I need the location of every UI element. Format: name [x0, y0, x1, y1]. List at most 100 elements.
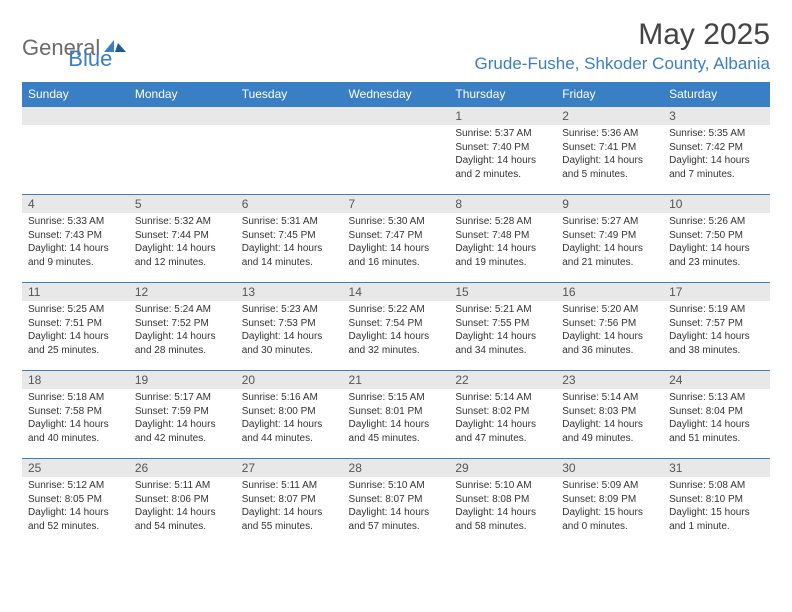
- day-number: 17: [663, 283, 770, 301]
- calendar-cell: 15Sunrise: 5:21 AMSunset: 7:55 PMDayligh…: [449, 283, 556, 371]
- calendar-cell: 1Sunrise: 5:37 AMSunset: 7:40 PMDaylight…: [449, 107, 556, 195]
- calendar-cell: [343, 107, 450, 195]
- weekday-header: Wednesday: [343, 82, 450, 107]
- calendar-cell: 28Sunrise: 5:10 AMSunset: 8:07 PMDayligh…: [343, 459, 450, 547]
- day-details: Sunrise: 5:23 AMSunset: 7:53 PMDaylight:…: [236, 301, 343, 361]
- day-details: Sunrise: 5:14 AMSunset: 8:03 PMDaylight:…: [556, 389, 663, 449]
- day-details: Sunrise: 5:32 AMSunset: 7:44 PMDaylight:…: [129, 213, 236, 273]
- day-details: Sunrise: 5:30 AMSunset: 7:47 PMDaylight:…: [343, 213, 450, 273]
- day-number: 28: [343, 459, 450, 477]
- calendar-table: SundayMondayTuesdayWednesdayThursdayFrid…: [22, 82, 770, 547]
- day-number: 24: [663, 371, 770, 389]
- calendar-cell: [236, 107, 343, 195]
- weekday-header: Friday: [556, 82, 663, 107]
- calendar-cell: 18Sunrise: 5:18 AMSunset: 7:58 PMDayligh…: [22, 371, 129, 459]
- day-details: Sunrise: 5:25 AMSunset: 7:51 PMDaylight:…: [22, 301, 129, 361]
- logo: General Blue: [22, 18, 112, 72]
- calendar-row: 25Sunrise: 5:12 AMSunset: 8:05 PMDayligh…: [22, 459, 770, 547]
- calendar-cell: 11Sunrise: 5:25 AMSunset: 7:51 PMDayligh…: [22, 283, 129, 371]
- day-number: 18: [22, 371, 129, 389]
- day-number: 1: [449, 107, 556, 125]
- calendar-cell: 10Sunrise: 5:26 AMSunset: 7:50 PMDayligh…: [663, 195, 770, 283]
- calendar-cell: [129, 107, 236, 195]
- calendar-cell: 13Sunrise: 5:23 AMSunset: 7:53 PMDayligh…: [236, 283, 343, 371]
- day-details: Sunrise: 5:35 AMSunset: 7:42 PMDaylight:…: [663, 125, 770, 185]
- day-details: Sunrise: 5:36 AMSunset: 7:41 PMDaylight:…: [556, 125, 663, 185]
- day-number: 19: [129, 371, 236, 389]
- calendar-row: 18Sunrise: 5:18 AMSunset: 7:58 PMDayligh…: [22, 371, 770, 459]
- day-details: Sunrise: 5:19 AMSunset: 7:57 PMDaylight:…: [663, 301, 770, 361]
- day-details: Sunrise: 5:17 AMSunset: 7:59 PMDaylight:…: [129, 389, 236, 449]
- day-number: 29: [449, 459, 556, 477]
- day-number: 15: [449, 283, 556, 301]
- weekday-header: Monday: [129, 82, 236, 107]
- day-number-empty: [236, 107, 343, 125]
- day-details: Sunrise: 5:27 AMSunset: 7:49 PMDaylight:…: [556, 213, 663, 273]
- calendar-cell: 9Sunrise: 5:27 AMSunset: 7:49 PMDaylight…: [556, 195, 663, 283]
- day-number: 7: [343, 195, 450, 213]
- calendar-cell: 19Sunrise: 5:17 AMSunset: 7:59 PMDayligh…: [129, 371, 236, 459]
- calendar-row: 1Sunrise: 5:37 AMSunset: 7:40 PMDaylight…: [22, 107, 770, 195]
- day-details: Sunrise: 5:08 AMSunset: 8:10 PMDaylight:…: [663, 477, 770, 537]
- day-details: Sunrise: 5:21 AMSunset: 7:55 PMDaylight:…: [449, 301, 556, 361]
- calendar-cell: 24Sunrise: 5:13 AMSunset: 8:04 PMDayligh…: [663, 371, 770, 459]
- day-number: 4: [22, 195, 129, 213]
- calendar-cell: 20Sunrise: 5:16 AMSunset: 8:00 PMDayligh…: [236, 371, 343, 459]
- day-number: 3: [663, 107, 770, 125]
- day-number: 31: [663, 459, 770, 477]
- day-details: Sunrise: 5:22 AMSunset: 7:54 PMDaylight:…: [343, 301, 450, 361]
- day-number: 10: [663, 195, 770, 213]
- day-number: 25: [22, 459, 129, 477]
- day-number: 23: [556, 371, 663, 389]
- weekday-header-row: SundayMondayTuesdayWednesdayThursdayFrid…: [22, 82, 770, 107]
- day-details: Sunrise: 5:26 AMSunset: 7:50 PMDaylight:…: [663, 213, 770, 273]
- day-number: 21: [343, 371, 450, 389]
- weekday-header: Sunday: [22, 82, 129, 107]
- day-details: Sunrise: 5:31 AMSunset: 7:45 PMDaylight:…: [236, 213, 343, 273]
- day-details: Sunrise: 5:11 AMSunset: 8:07 PMDaylight:…: [236, 477, 343, 537]
- day-details: Sunrise: 5:09 AMSunset: 8:09 PMDaylight:…: [556, 477, 663, 537]
- day-details: Sunrise: 5:11 AMSunset: 8:06 PMDaylight:…: [129, 477, 236, 537]
- calendar-cell: 7Sunrise: 5:30 AMSunset: 7:47 PMDaylight…: [343, 195, 450, 283]
- day-details: Sunrise: 5:24 AMSunset: 7:52 PMDaylight:…: [129, 301, 236, 361]
- calendar-cell: 8Sunrise: 5:28 AMSunset: 7:48 PMDaylight…: [449, 195, 556, 283]
- header: General Blue May 2025 Grude-Fushe, Shkod…: [22, 18, 770, 74]
- calendar-cell: 5Sunrise: 5:32 AMSunset: 7:44 PMDaylight…: [129, 195, 236, 283]
- calendar-cell: 4Sunrise: 5:33 AMSunset: 7:43 PMDaylight…: [22, 195, 129, 283]
- calendar-cell: 21Sunrise: 5:15 AMSunset: 8:01 PMDayligh…: [343, 371, 450, 459]
- day-number: 6: [236, 195, 343, 213]
- day-details: Sunrise: 5:15 AMSunset: 8:01 PMDaylight:…: [343, 389, 450, 449]
- day-number: 30: [556, 459, 663, 477]
- calendar-cell: 23Sunrise: 5:14 AMSunset: 8:03 PMDayligh…: [556, 371, 663, 459]
- calendar-cell: 6Sunrise: 5:31 AMSunset: 7:45 PMDaylight…: [236, 195, 343, 283]
- calendar-cell: 17Sunrise: 5:19 AMSunset: 7:57 PMDayligh…: [663, 283, 770, 371]
- day-number: 12: [129, 283, 236, 301]
- calendar-cell: 14Sunrise: 5:22 AMSunset: 7:54 PMDayligh…: [343, 283, 450, 371]
- calendar-cell: 2Sunrise: 5:36 AMSunset: 7:41 PMDaylight…: [556, 107, 663, 195]
- day-number: 13: [236, 283, 343, 301]
- calendar-cell: 25Sunrise: 5:12 AMSunset: 8:05 PMDayligh…: [22, 459, 129, 547]
- calendar-cell: 30Sunrise: 5:09 AMSunset: 8:09 PMDayligh…: [556, 459, 663, 547]
- calendar-cell: 3Sunrise: 5:35 AMSunset: 7:42 PMDaylight…: [663, 107, 770, 195]
- day-details: Sunrise: 5:14 AMSunset: 8:02 PMDaylight:…: [449, 389, 556, 449]
- location-subtitle: Grude-Fushe, Shkoder County, Albania: [475, 54, 770, 74]
- day-details: Sunrise: 5:10 AMSunset: 8:07 PMDaylight:…: [343, 477, 450, 537]
- day-number: 20: [236, 371, 343, 389]
- calendar-cell: 22Sunrise: 5:14 AMSunset: 8:02 PMDayligh…: [449, 371, 556, 459]
- calendar-row: 4Sunrise: 5:33 AMSunset: 7:43 PMDaylight…: [22, 195, 770, 283]
- day-details: Sunrise: 5:10 AMSunset: 8:08 PMDaylight:…: [449, 477, 556, 537]
- calendar-cell: 29Sunrise: 5:10 AMSunset: 8:08 PMDayligh…: [449, 459, 556, 547]
- calendar-row: 11Sunrise: 5:25 AMSunset: 7:51 PMDayligh…: [22, 283, 770, 371]
- day-number: 2: [556, 107, 663, 125]
- calendar-cell: 31Sunrise: 5:08 AMSunset: 8:10 PMDayligh…: [663, 459, 770, 547]
- day-number: 9: [556, 195, 663, 213]
- day-number: 22: [449, 371, 556, 389]
- day-number: 26: [129, 459, 236, 477]
- weekday-header: Tuesday: [236, 82, 343, 107]
- day-details: Sunrise: 5:12 AMSunset: 8:05 PMDaylight:…: [22, 477, 129, 537]
- calendar-cell: 26Sunrise: 5:11 AMSunset: 8:06 PMDayligh…: [129, 459, 236, 547]
- page-title: May 2025: [475, 18, 770, 52]
- day-number: 5: [129, 195, 236, 213]
- calendar-cell: 16Sunrise: 5:20 AMSunset: 7:56 PMDayligh…: [556, 283, 663, 371]
- weekday-header: Saturday: [663, 82, 770, 107]
